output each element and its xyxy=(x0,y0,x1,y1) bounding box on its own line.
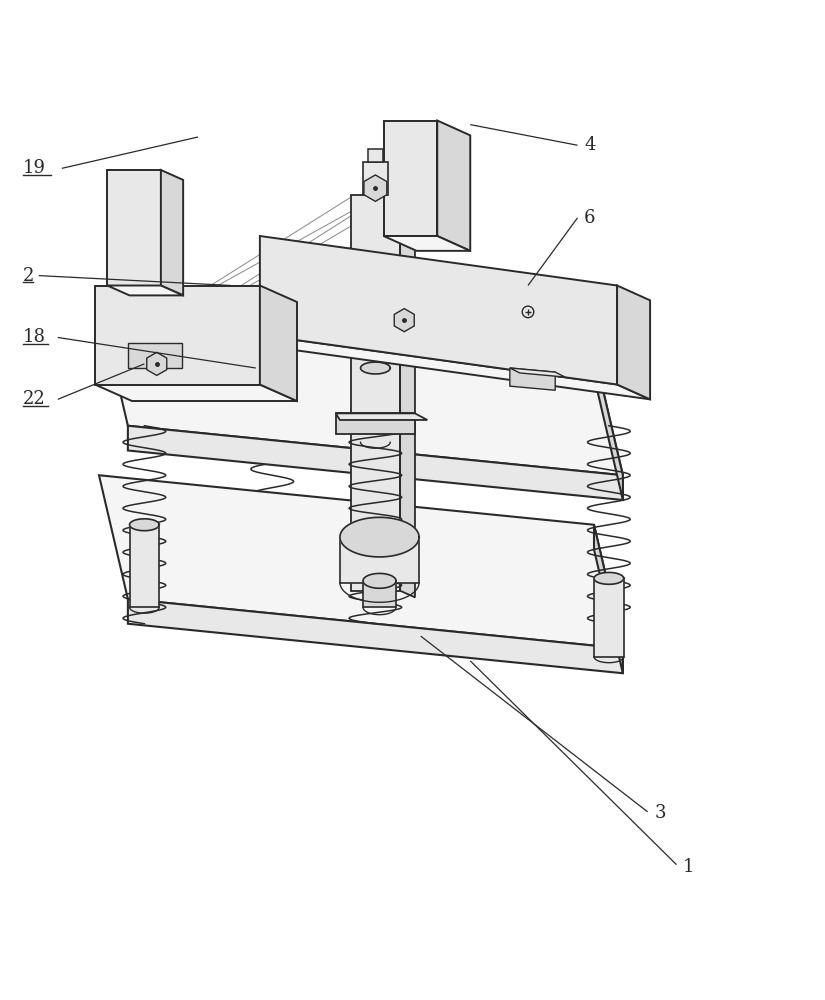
Polygon shape xyxy=(394,309,414,332)
Polygon shape xyxy=(384,236,470,251)
Polygon shape xyxy=(128,426,623,500)
Polygon shape xyxy=(128,599,623,673)
Polygon shape xyxy=(260,286,297,401)
Polygon shape xyxy=(161,170,183,295)
Polygon shape xyxy=(95,384,297,401)
Polygon shape xyxy=(107,286,183,295)
Polygon shape xyxy=(363,581,396,607)
Polygon shape xyxy=(361,368,390,442)
Text: 22: 22 xyxy=(23,390,46,408)
Text: 2: 2 xyxy=(23,267,35,285)
Polygon shape xyxy=(147,352,167,375)
Polygon shape xyxy=(363,162,388,195)
Polygon shape xyxy=(130,519,159,531)
Polygon shape xyxy=(130,525,159,607)
Polygon shape xyxy=(336,413,415,434)
Polygon shape xyxy=(384,120,437,236)
Text: 3: 3 xyxy=(654,804,666,822)
Polygon shape xyxy=(107,170,161,286)
Polygon shape xyxy=(128,343,182,368)
Polygon shape xyxy=(437,120,470,251)
Polygon shape xyxy=(99,302,623,475)
Polygon shape xyxy=(594,572,624,584)
Polygon shape xyxy=(400,195,415,597)
Polygon shape xyxy=(99,475,623,648)
Text: 1: 1 xyxy=(683,858,695,876)
Polygon shape xyxy=(594,578,624,657)
Polygon shape xyxy=(594,352,623,500)
Polygon shape xyxy=(594,525,623,673)
Polygon shape xyxy=(364,175,387,201)
Polygon shape xyxy=(260,335,650,399)
Polygon shape xyxy=(617,286,650,399)
Polygon shape xyxy=(95,286,260,384)
Polygon shape xyxy=(340,517,419,557)
Polygon shape xyxy=(510,368,555,390)
Polygon shape xyxy=(260,236,617,384)
Text: 19: 19 xyxy=(23,159,46,177)
Polygon shape xyxy=(368,149,383,162)
Text: 6: 6 xyxy=(584,209,596,227)
Polygon shape xyxy=(351,195,400,591)
Polygon shape xyxy=(340,537,419,582)
Text: 18: 18 xyxy=(23,328,46,346)
Polygon shape xyxy=(336,413,427,420)
Polygon shape xyxy=(361,362,390,374)
Polygon shape xyxy=(510,368,565,377)
Text: 4: 4 xyxy=(584,136,596,154)
Polygon shape xyxy=(363,573,396,588)
